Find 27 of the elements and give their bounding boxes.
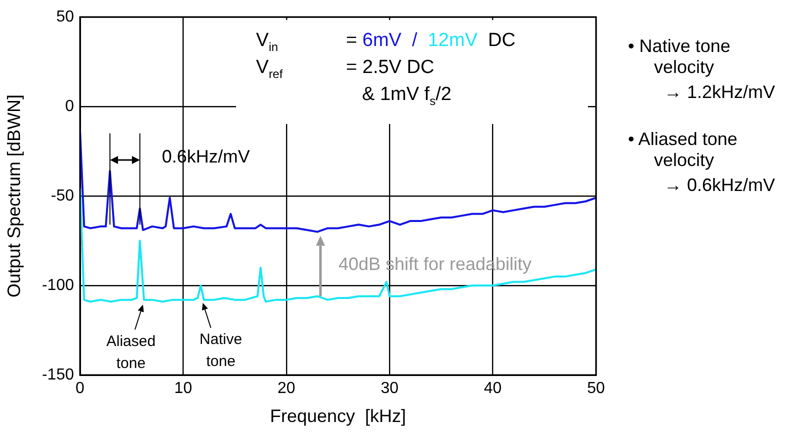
text: • Native tone velocity <box>628 36 732 78</box>
annotation: V$_{in}$ <box>256 30 278 54</box>
text: 6mV <box>362 30 402 51</box>
annotation: V$_{ref}$ <box>256 57 283 81</box>
x-axis-title: Frequency [kHz] <box>270 406 406 426</box>
annotation: DC <box>488 30 516 51</box>
annotation: = 2.5V DC <box>346 57 434 79</box>
y-tick-label: 50 <box>56 8 74 26</box>
x-tick-label: 50 <box>587 380 605 398</box>
annotation: = <box>346 30 358 51</box>
annotation: & 1mV f$_{s}$/2 <box>362 84 452 108</box>
y-axis-title: Output Spectrum [dBWN] <box>4 94 24 298</box>
x-tick-label: 30 <box>380 380 399 398</box>
text: → 0.6kHz/mV <box>663 175 776 196</box>
x-tick-label: 20 <box>278 380 296 398</box>
text: 12mV <box>428 30 478 51</box>
x-tick-label: 40 <box>484 380 502 398</box>
x-tick-label: 10 <box>174 380 192 398</box>
text: → 1.2kHz/mV <box>663 82 776 103</box>
y-tick-label: -100 <box>42 276 74 294</box>
annotation: Native tone <box>200 330 242 370</box>
annotation: Aliased tone <box>106 332 156 372</box>
annotation: / <box>412 30 418 51</box>
y-tick-label: 0 <box>65 98 74 115</box>
y-tick-label: -150 <box>42 366 74 384</box>
y-tick-label: -50 <box>50 187 74 204</box>
text: • Aliased tone velocity <box>628 129 738 171</box>
